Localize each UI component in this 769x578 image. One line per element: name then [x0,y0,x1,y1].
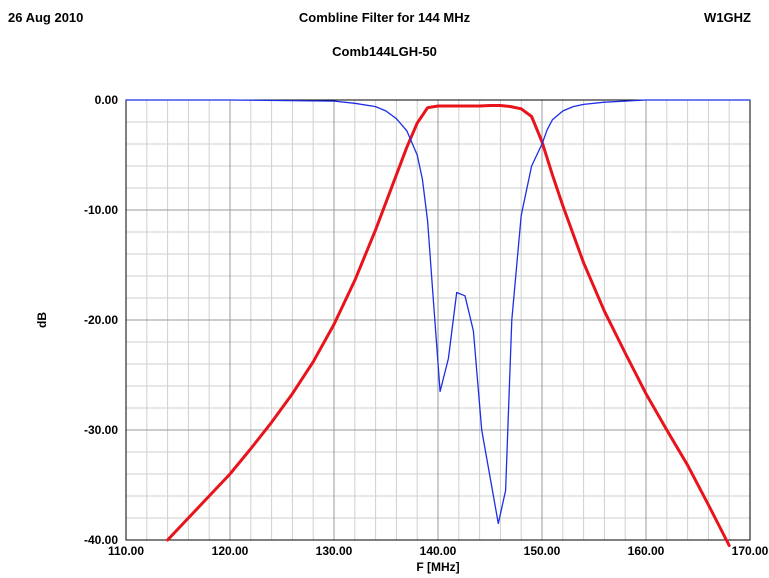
series-line-insertion-loss [166,104,731,547]
x-tick-label: 150.00 [524,544,561,558]
y-tick-label: 0.00 [95,93,119,107]
plot-frame [125,99,751,541]
chart-callsign: W1GHZ [704,10,751,25]
x-tick-label: 110.00 [108,544,144,558]
x-axis-label: F [MHz] [416,560,459,574]
tick-labels: 110.00 120.00 130.00 140.00 150.00 160.00 170.… [84,93,769,558]
y-axis-label: dB [35,312,49,328]
y-tick-label: -20.00 [84,313,118,327]
chart-title: Combline Filter for 144 MHz [298,10,471,25]
x-tick-label: 140.00 [420,544,457,558]
chart-subtitle: Comb144LGH-50 [332,44,437,59]
y-tick-label: -30.00 [84,423,118,437]
y-tick-label: -40.00 [84,533,118,547]
x-tick-label: 160.00 [628,544,665,558]
x-tick-label: 130.00 [316,544,353,558]
series-group [125,99,751,547]
chart-date: 26 Aug 2010 [8,10,84,25]
x-tick-label: 170.00 [732,544,769,558]
series-line-return-loss [125,99,751,525]
x-tick-label: 120.00 [212,544,249,558]
y-tick-label: -10.00 [84,203,118,217]
